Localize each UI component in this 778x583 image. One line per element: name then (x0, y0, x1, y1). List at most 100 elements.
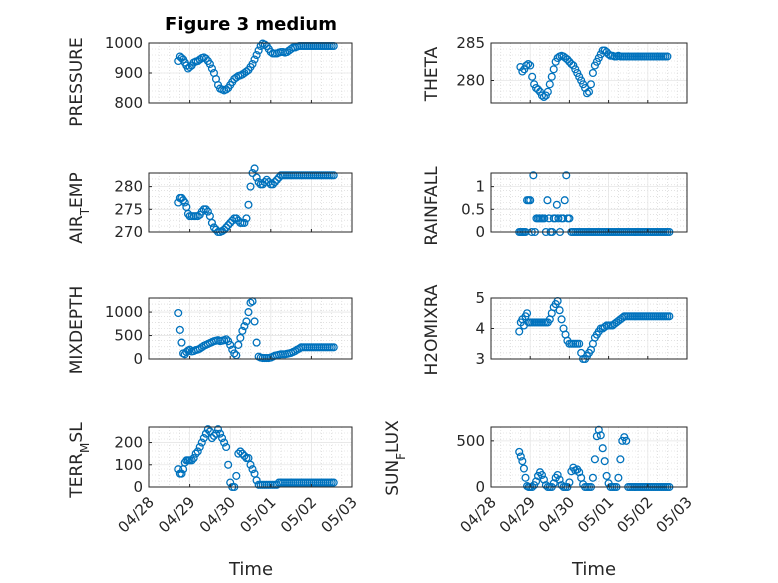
data-point (270, 178, 279, 187)
data-point (213, 425, 223, 434)
data-point (242, 317, 251, 326)
data-point (201, 54, 210, 63)
data-point (543, 87, 552, 96)
axes-frame-sun-flux (490, 426, 688, 488)
data-point (522, 61, 531, 70)
data-point (203, 207, 212, 216)
data-point (199, 434, 208, 443)
subplot-h2omixra: 3 4 5 (475, 289, 688, 368)
data-point (565, 214, 574, 223)
data-point (228, 216, 237, 225)
data-point (557, 315, 566, 324)
data-point (537, 470, 547, 480)
data-point (329, 171, 338, 180)
data-point (586, 80, 596, 89)
ytick-label: 4 (475, 320, 485, 338)
axes-background-rainfall (491, 173, 687, 232)
data-point (248, 59, 257, 69)
data-point (197, 438, 206, 447)
data-point (663, 52, 672, 61)
data-point (195, 442, 204, 452)
data-point (224, 460, 233, 469)
data-point (244, 200, 253, 209)
axes-frame-theta (490, 42, 688, 104)
data-point (600, 457, 609, 466)
data-point (207, 218, 216, 227)
data-point (549, 65, 558, 74)
ylabel-rainfall: RAINFALL (422, 166, 442, 246)
ytick-label: 0 (475, 478, 485, 496)
data-point (248, 465, 257, 474)
data-point (187, 456, 196, 465)
data-point (222, 442, 231, 452)
data-point (220, 225, 229, 234)
data-point (529, 171, 538, 180)
axes-frame-air-temp (148, 172, 353, 233)
data-point (528, 72, 537, 81)
ytick-label: 1 (475, 178, 485, 196)
data-point (532, 477, 541, 486)
data-point (246, 298, 255, 307)
data-point (252, 173, 261, 182)
ytick-label: 900 (114, 64, 143, 82)
ytick-label: 280 (114, 178, 143, 196)
subplot-rainfall: 00.51 (461, 171, 688, 241)
data-point (242, 214, 251, 223)
ytick-label: 0 (475, 223, 485, 241)
data-point (254, 46, 263, 55)
ytick-label: 100 (114, 456, 143, 474)
data-point (232, 214, 241, 223)
data-point (177, 338, 186, 347)
data-point (588, 473, 597, 482)
data-point (582, 89, 592, 98)
data-point (537, 91, 547, 100)
data-point (250, 55, 259, 64)
data-point (224, 221, 233, 230)
data-point (262, 175, 271, 184)
data-point (193, 447, 202, 456)
ytick-label: 200 (114, 434, 143, 452)
data-point (264, 178, 273, 187)
data-point (329, 478, 338, 487)
data-point (519, 464, 528, 473)
data-point (553, 470, 562, 480)
ytick-label: 270 (114, 223, 143, 241)
data-point (197, 343, 206, 352)
data-point (554, 214, 563, 223)
data-point (216, 429, 225, 438)
data-point (180, 198, 189, 207)
ytick-label: 280 (456, 72, 485, 90)
plot-title: Figure 3 medium (165, 14, 337, 35)
data-point (207, 64, 216, 73)
data-point (189, 454, 198, 463)
data-point (545, 80, 554, 89)
ylabel-mixdepth: MIXDEPTH (67, 286, 87, 375)
data-point (594, 425, 603, 434)
data-point (175, 325, 184, 334)
data-point (254, 178, 263, 187)
subplot-mixdepth: 0 500 1000 (105, 297, 353, 368)
data-point (201, 429, 210, 438)
data-point (252, 50, 261, 60)
ytick-label: 0 (133, 350, 143, 368)
data-point (240, 218, 249, 227)
data-point (543, 196, 552, 205)
data-point (539, 475, 548, 484)
data-point (665, 312, 674, 321)
data-point (552, 200, 561, 209)
data-point (516, 452, 525, 461)
data-point (226, 340, 235, 349)
data-point (555, 475, 564, 484)
data-point (226, 218, 235, 227)
grid-terr-msl (148, 426, 353, 488)
data-point (185, 62, 194, 72)
data-point (179, 196, 188, 205)
ytick-label: 1000 (105, 303, 143, 321)
ytick-label: 500 (114, 327, 143, 345)
data-point (526, 61, 535, 70)
data-point (252, 338, 261, 347)
data-point (526, 196, 535, 205)
data-point (521, 473, 530, 482)
data-point (575, 468, 584, 477)
